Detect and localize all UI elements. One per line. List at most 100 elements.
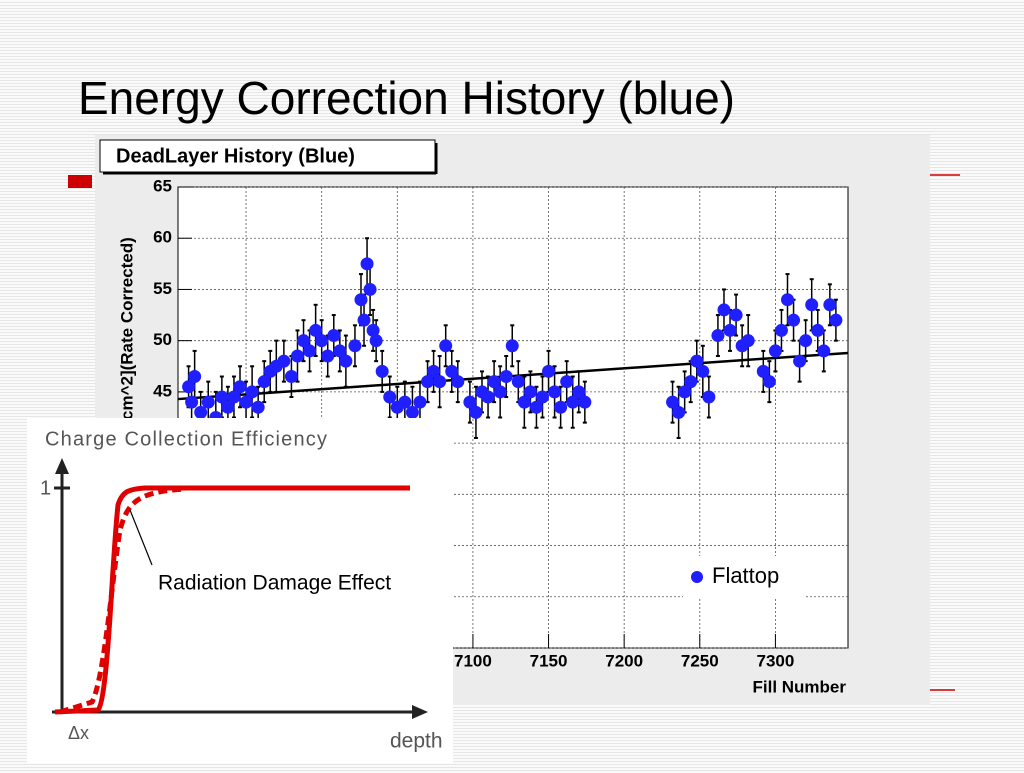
point: [360, 257, 374, 271]
inset-y-tick: 1: [40, 477, 51, 499]
point: [383, 390, 397, 404]
point: [233, 380, 247, 394]
inset-x-start: Δx: [68, 723, 89, 743]
inset-x-label: depth: [390, 730, 443, 753]
point: [239, 395, 253, 409]
point: [185, 395, 199, 409]
point: [251, 400, 265, 414]
point: [215, 390, 229, 404]
point: [333, 344, 347, 358]
fit-line: [177, 351, 849, 401]
curve-damaged: [59, 486, 186, 715]
point: [578, 395, 592, 409]
point: [427, 364, 441, 378]
slide-title: Energy Correction History (blue): [78, 72, 735, 124]
point: [805, 298, 819, 312]
point: [290, 349, 304, 363]
point: [711, 329, 725, 343]
point: [433, 375, 447, 389]
inset: Charge Collection Efficiency 1 Radiation…: [27, 418, 453, 763]
point: [303, 344, 317, 358]
x-tick-label: 7150: [530, 651, 568, 670]
point: [375, 364, 389, 378]
point: [560, 375, 574, 389]
point: [327, 329, 341, 343]
point: [793, 354, 807, 368]
point: [221, 400, 235, 414]
point: [823, 298, 837, 312]
y-tick-label: 45: [153, 381, 172, 400]
point: [188, 370, 202, 384]
arrow-head: [412, 705, 428, 719]
y-axis-label: cm^2](Rate Corrected): [117, 237, 136, 420]
point: [445, 364, 459, 378]
point: [487, 375, 501, 389]
y-tick-label: 50: [153, 330, 172, 349]
point: [481, 390, 495, 404]
pointer: [129, 509, 153, 566]
point: [566, 395, 580, 409]
point: [463, 395, 477, 409]
annotation: Radiation Damage Effect: [158, 572, 391, 595]
point: [493, 385, 507, 399]
point: [227, 390, 241, 404]
point: [678, 385, 692, 399]
point: [469, 405, 483, 419]
x-tick-label: 7100: [454, 651, 492, 670]
point: [499, 370, 513, 384]
point: [774, 323, 788, 337]
point: [684, 375, 698, 389]
point: [672, 405, 686, 419]
point: [817, 344, 831, 358]
point: [339, 354, 353, 368]
point: [523, 385, 537, 399]
point: [572, 385, 586, 399]
point: [366, 323, 380, 337]
legend: [683, 556, 805, 598]
point: [690, 354, 704, 368]
point: [768, 344, 782, 358]
point: [451, 375, 465, 389]
point: [554, 400, 568, 414]
point: [357, 313, 371, 327]
decor: [68, 175, 92, 188]
point: [548, 385, 562, 399]
curve: [54, 485, 410, 715]
y-tick-label: 60: [153, 228, 172, 247]
point: [723, 323, 737, 337]
point: [666, 395, 680, 409]
point: [363, 282, 377, 296]
point: [182, 380, 196, 394]
x-axis-label: Fill Number: [752, 677, 846, 696]
point: [421, 375, 435, 389]
point: [517, 395, 531, 409]
point: [535, 390, 549, 404]
point: [245, 385, 259, 399]
point: [398, 395, 412, 409]
x-tick-label: 7300: [756, 651, 794, 670]
point: [756, 364, 770, 378]
point: [741, 334, 755, 348]
x-tick-label: 7200: [605, 651, 643, 670]
point: [201, 395, 215, 409]
point: [257, 375, 271, 389]
point: [781, 293, 795, 307]
point: [354, 293, 368, 307]
legend-label: Flattop: [712, 563, 779, 588]
point: [717, 303, 731, 317]
point: [811, 323, 825, 337]
point: [277, 354, 291, 368]
chart-title: DeadLayer History (Blue): [116, 145, 355, 167]
point: [829, 313, 843, 327]
point: [405, 405, 419, 419]
y-tick-label: 55: [153, 279, 172, 298]
x-tick-label: 7250: [681, 651, 719, 670]
point: [542, 364, 556, 378]
y-tick-label: 65: [153, 176, 172, 195]
point: [511, 375, 525, 389]
point: [348, 339, 362, 353]
point: [315, 334, 329, 348]
point: [787, 313, 801, 327]
